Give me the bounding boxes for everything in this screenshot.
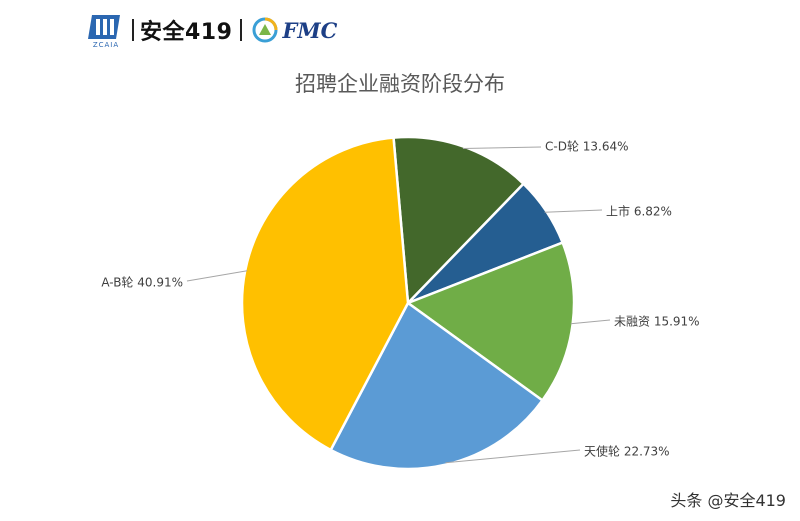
pie-slice [240,136,410,452]
leader-line [462,146,542,149]
leader-line [445,449,581,464]
chart-title: 招聘企业融资阶段分布 [295,72,505,96]
brand-header: ZCAIA 安全419 FMC [88,12,338,49]
watermark-text: 头条 @安全419 [670,491,786,510]
fmc-logo-icon [252,17,278,43]
zcaia-logo-text: ZCAIA [92,41,120,49]
partner-name: FMC [282,17,338,43]
leader-line [570,319,611,325]
slice-label: A-B轮 40.91% [101,276,183,290]
slice-label: 天使轮 22.73% [584,444,670,459]
leader-line [186,270,248,282]
slice-label: 未融资 15.91% [614,315,700,329]
brand-name: 安全419 [140,20,233,45]
zcaia-logo-icon: ZCAIA [88,13,124,49]
slice-label: C-D轮 13.64% [545,140,629,154]
slice-label: 上市 6.82% [606,204,672,219]
logo-divider-2 [240,19,243,41]
pie-slice [329,301,545,471]
leader-line [544,209,603,213]
logo-divider [132,19,134,41]
pie-slice [392,135,526,306]
